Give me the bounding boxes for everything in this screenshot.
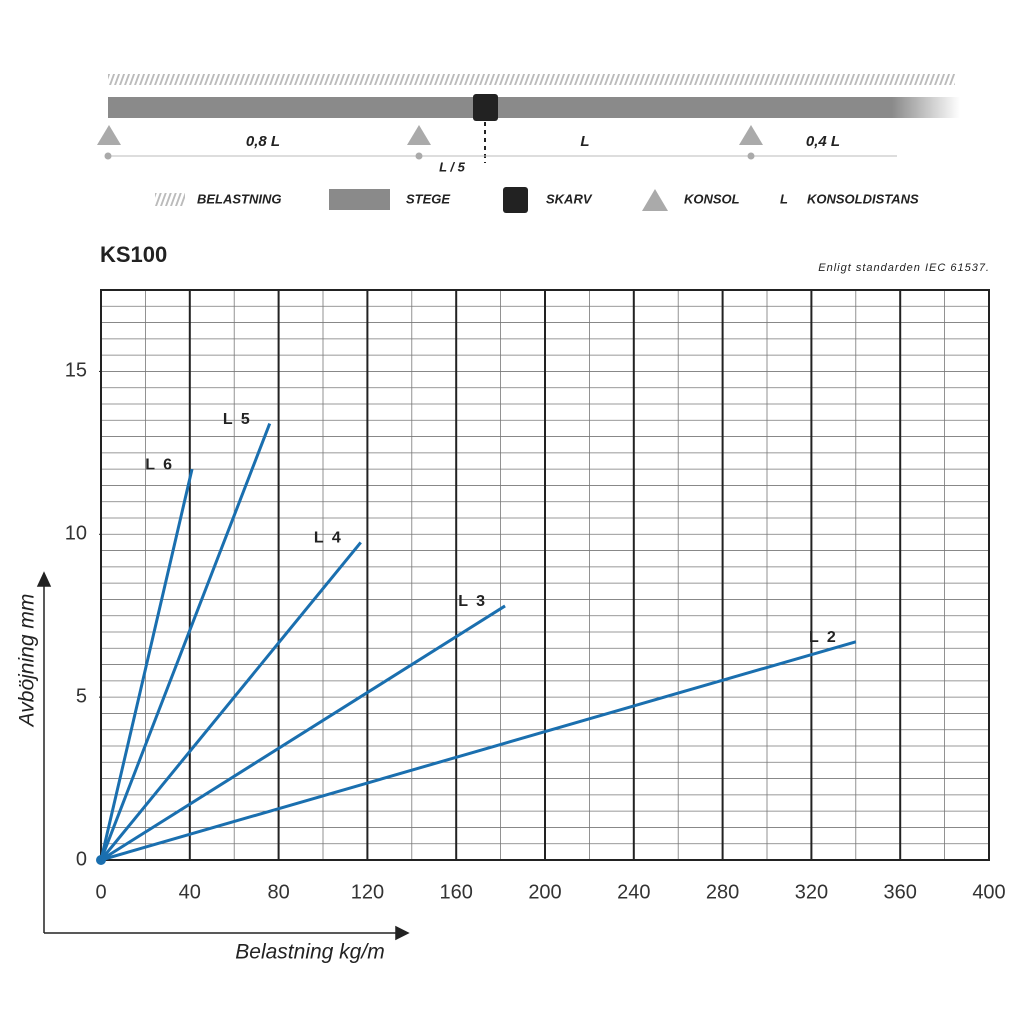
- axis-arrows: [36, 571, 410, 941]
- legend-text: KONSOL: [684, 191, 740, 206]
- joint-label: L / 5: [439, 159, 466, 174]
- legend-icon: [329, 189, 390, 210]
- span-label: L: [580, 133, 589, 150]
- load-hatch: [108, 74, 955, 85]
- legend-text: KONSOLDISTANS: [807, 191, 919, 206]
- span-label: 0,8 L: [246, 133, 280, 150]
- x-tick-label: 0: [95, 881, 106, 903]
- x-tick-label: 40: [179, 881, 201, 903]
- chart-title: KS100: [100, 242, 167, 267]
- series-line: [99, 468, 194, 861]
- x-tick-label: 280: [706, 881, 739, 903]
- x-tick-label: 360: [884, 881, 917, 903]
- series-label: L 6: [145, 456, 174, 473]
- legend-icon: [155, 193, 185, 206]
- y-axis-label: Avböjning mm: [16, 594, 39, 729]
- legend-icon: [503, 187, 528, 213]
- supports: [97, 125, 763, 160]
- series-label: L 4: [314, 530, 343, 547]
- legend-text: STEGE: [406, 191, 450, 206]
- plot-frame: [100, 289, 990, 861]
- plot-area: 0 40 80 120 160 200 240 280 320 360 400 0 5 10 15 L 6 L …: [65, 289, 1006, 903]
- y-tick-label: 0: [76, 848, 87, 870]
- y-tick-label: 5: [76, 685, 87, 707]
- series-line: [100, 640, 857, 862]
- series-label: L 5: [223, 411, 252, 428]
- x-tick-label: 400: [972, 881, 1005, 903]
- x-axis-label: Belastning kg/m: [235, 941, 384, 964]
- span-label: 0,4 L: [806, 133, 840, 150]
- series-label: L 2: [809, 629, 838, 646]
- series-line: [100, 604, 506, 862]
- y-tick-label: 10: [65, 523, 87, 545]
- series-label: L 3: [458, 593, 487, 610]
- x-tick-label: 80: [267, 881, 289, 903]
- legend-text: SKARV: [546, 191, 593, 206]
- joint: [473, 94, 498, 121]
- series-line: [99, 541, 362, 861]
- x-tick-label: 240: [617, 881, 650, 903]
- legend-text: BELASTNING: [197, 191, 282, 206]
- x-tick-label: 160: [440, 881, 473, 903]
- origin-dot: [96, 855, 106, 865]
- span-diagram: 0,8 L L 0,4 L L / 5 BELASTNING STEGE SKA…: [97, 74, 960, 213]
- chart-subtitle: Enligt standarden IEC 61537.: [818, 262, 990, 274]
- legend-icon: [642, 189, 668, 211]
- x-tick-label: 320: [795, 881, 828, 903]
- y-tick-label: 15: [65, 360, 87, 382]
- x-tick-label: 120: [351, 881, 384, 903]
- x-tick-label: 200: [528, 881, 561, 903]
- series-line: [99, 423, 272, 861]
- ladder-bar: [108, 97, 960, 118]
- legend-text: L: [780, 191, 788, 206]
